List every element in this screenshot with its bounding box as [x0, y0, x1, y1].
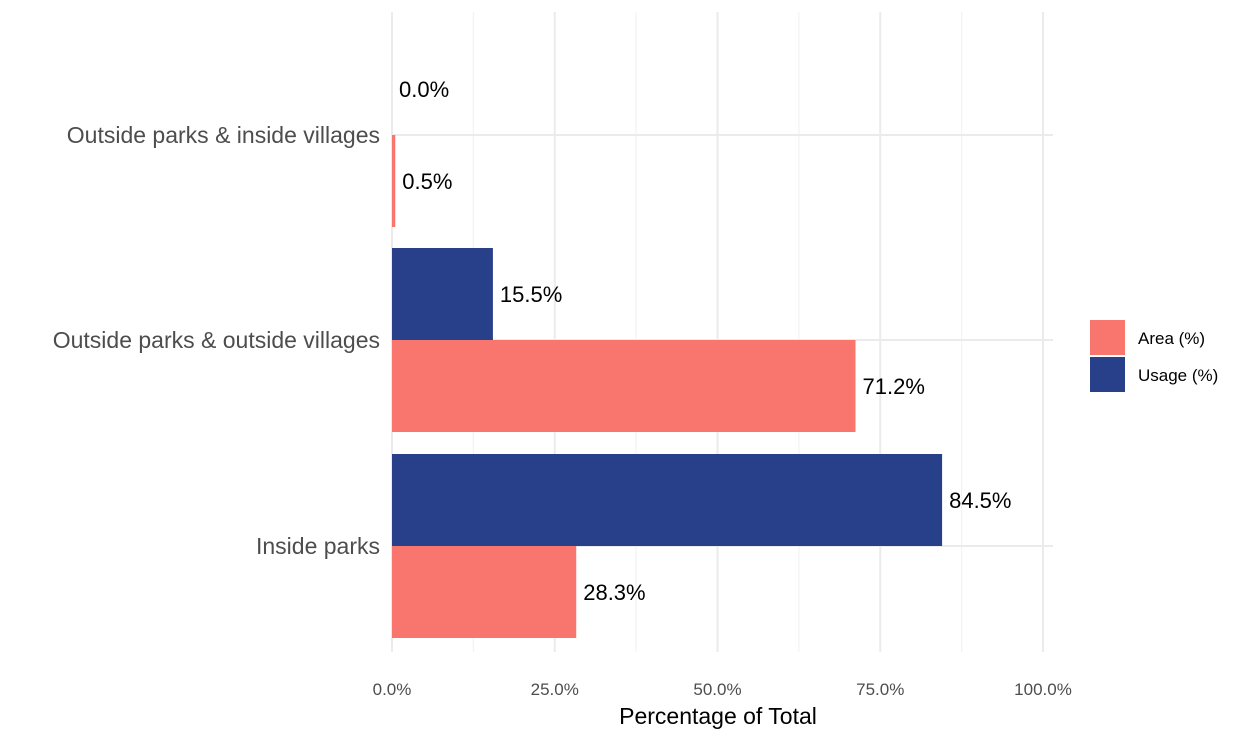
- legend: Area (%) Usage (%): [1090, 320, 1218, 392]
- data-labels: 28.3% 71.2% 0.5% 84.5% 15.5% 0.0%: [399, 77, 1011, 605]
- legend-key-usage: [1090, 357, 1125, 392]
- bar-usage-inside-parks: [392, 454, 943, 546]
- bar-area-inside-parks: [392, 546, 577, 638]
- bar-area-outside-parks-inside-villages: [392, 135, 396, 227]
- legend-label-usage: Usage (%): [1138, 366, 1218, 385]
- data-label-usage-outside-parks-inside-villages: 0.0%: [399, 77, 449, 102]
- x-tick-label: 50.0%: [693, 680, 741, 699]
- legend-label-area: Area (%): [1138, 329, 1205, 348]
- category-label-outside-parks-outside-villages: Outside parks & outside villages: [53, 327, 380, 353]
- category-label-outside-parks-inside-villages: Outside parks & inside villages: [67, 122, 380, 148]
- x-tick-label: 75.0%: [856, 680, 904, 699]
- x-axis-title: Percentage of Total: [619, 703, 817, 729]
- category-label-inside-parks: Inside parks: [256, 533, 380, 559]
- x-tick-label: 25.0%: [531, 680, 579, 699]
- x-tick-label: 0.0%: [373, 680, 412, 699]
- x-tick-labels: 0.0% 25.0% 50.0% 75.0% 100.0%: [373, 680, 1072, 699]
- bars: [392, 135, 943, 638]
- data-label-area-inside-parks: 28.3%: [583, 580, 645, 605]
- data-label-usage-outside-parks-outside-villages: 15.5%: [500, 282, 562, 307]
- data-label-area-outside-parks-inside-villages: 0.5%: [402, 169, 452, 194]
- data-label-usage-inside-parks: 84.5%: [949, 488, 1011, 513]
- bar-area-outside-parks-outside-villages: [392, 340, 856, 432]
- data-label-area-outside-parks-outside-villages: 71.2%: [863, 374, 925, 399]
- category-labels: Inside parks Outside parks & outside vill…: [53, 122, 380, 559]
- bar-usage-outside-parks-outside-villages: [392, 248, 493, 340]
- x-tick-label: 100.0%: [1014, 680, 1072, 699]
- legend-key-area: [1090, 320, 1125, 355]
